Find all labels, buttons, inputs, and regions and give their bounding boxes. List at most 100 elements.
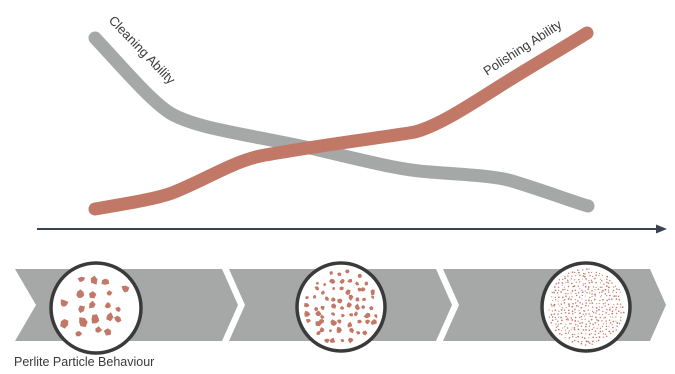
particle [575,281,577,283]
particle [577,335,580,338]
particle [611,324,613,326]
particle [613,295,616,297]
particle [555,283,557,285]
particle [578,271,580,274]
particle [594,330,597,333]
particle [336,319,342,324]
particle [330,319,337,326]
particle [601,314,603,316]
particle [595,316,597,319]
particle [604,333,607,335]
particle [574,324,577,326]
particle [560,291,562,293]
particle [566,327,569,329]
particle [587,305,590,307]
particle [355,281,360,286]
particle [575,275,577,277]
particle [568,336,571,339]
particle [579,312,581,314]
particle [345,269,350,274]
particle [578,278,580,281]
particle [587,288,590,290]
particle [588,333,591,336]
particle [619,306,621,308]
particle [591,306,594,308]
particle [550,313,553,316]
particle [115,306,121,312]
particle [605,320,607,322]
particle [586,291,588,294]
particle [598,308,600,311]
particle [571,310,574,313]
particle [589,297,591,299]
particle [592,286,595,288]
particle [370,319,377,325]
particle [571,282,573,285]
particle [564,311,567,314]
particle [584,295,586,297]
particle [580,306,583,309]
particle [577,320,579,322]
particle [557,286,560,289]
particle [354,303,361,311]
particle [582,313,584,315]
particle [608,313,610,316]
particle [588,325,591,327]
particle [599,278,602,280]
particle [570,292,572,294]
medium-particles [304,269,378,344]
particle [601,320,603,322]
particle [571,290,574,292]
particle [605,325,608,328]
particle [567,309,570,312]
particle [595,310,598,312]
particle [604,316,607,319]
particle [604,305,606,307]
particle [592,275,594,277]
particle [370,289,375,296]
particle [561,284,563,286]
particle [585,278,587,280]
particle [601,291,603,293]
particle [371,295,375,300]
particle [571,327,573,329]
particle [581,318,583,321]
particle [563,302,566,304]
particle [101,278,110,285]
particle [581,289,583,291]
particle [598,272,601,275]
particle [567,289,569,291]
particle [564,336,566,339]
particle [574,320,577,322]
particle [598,332,600,335]
particle [121,285,130,293]
particle [556,292,559,294]
particle [106,290,113,296]
particle [319,327,325,333]
particle [584,325,587,328]
particle [609,307,611,309]
particle [609,294,611,297]
particle [324,338,330,344]
particle [619,303,622,305]
particle [570,322,572,325]
particle [78,305,85,314]
particle [565,318,568,321]
particle [602,310,604,313]
particle [355,297,360,302]
particle [591,310,594,313]
particle [339,278,345,284]
particle [574,333,576,336]
particle [595,336,598,339]
particle [558,310,560,312]
particle [591,343,593,345]
particle [574,308,576,311]
particle [560,323,562,325]
particle [305,319,311,324]
particle [558,323,560,325]
particle [91,314,100,324]
particle [605,285,608,288]
particle [573,339,576,342]
particle [612,291,614,293]
particle [588,337,590,339]
